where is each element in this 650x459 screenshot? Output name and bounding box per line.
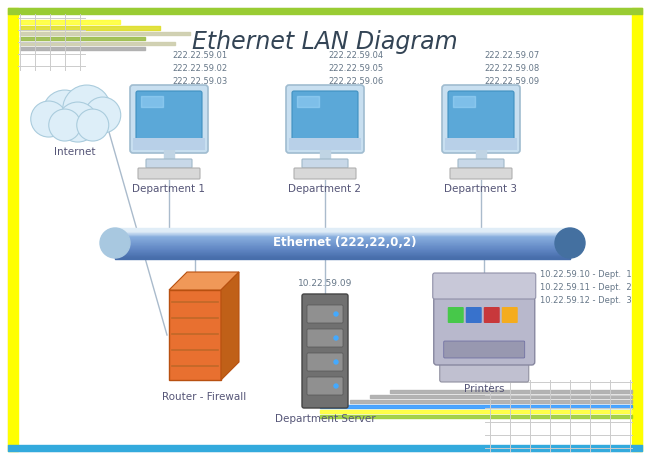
FancyBboxPatch shape (138, 168, 200, 179)
FancyBboxPatch shape (133, 138, 205, 150)
FancyBboxPatch shape (294, 168, 356, 179)
Circle shape (334, 360, 338, 364)
FancyBboxPatch shape (450, 168, 512, 179)
Ellipse shape (555, 228, 585, 258)
FancyBboxPatch shape (307, 353, 343, 371)
FancyBboxPatch shape (302, 159, 348, 168)
FancyBboxPatch shape (130, 85, 208, 153)
FancyBboxPatch shape (146, 159, 192, 168)
Text: Ethernet (222,22,0,2): Ethernet (222,22,0,2) (273, 236, 417, 250)
Circle shape (77, 109, 109, 141)
FancyBboxPatch shape (289, 138, 361, 150)
FancyBboxPatch shape (502, 307, 518, 323)
FancyBboxPatch shape (433, 273, 536, 299)
Text: Department Server: Department Server (275, 414, 375, 424)
Text: 222.22.59.04
222.22.59.05
222.22.59.06: 222.22.59.04 222.22.59.05 222.22.59.06 (328, 50, 384, 86)
Circle shape (58, 102, 98, 142)
Polygon shape (221, 272, 239, 380)
Text: 10.22.59.09: 10.22.59.09 (298, 279, 352, 288)
FancyBboxPatch shape (434, 297, 535, 365)
Polygon shape (169, 272, 239, 290)
Circle shape (43, 90, 86, 134)
FancyBboxPatch shape (442, 85, 520, 153)
Circle shape (31, 101, 67, 137)
Circle shape (334, 312, 338, 316)
Text: Department 3: Department 3 (445, 184, 517, 194)
FancyBboxPatch shape (458, 159, 504, 168)
Circle shape (63, 85, 110, 133)
FancyBboxPatch shape (484, 307, 500, 323)
Text: Department 1: Department 1 (133, 184, 205, 194)
FancyBboxPatch shape (136, 91, 202, 140)
FancyBboxPatch shape (169, 290, 221, 380)
FancyBboxPatch shape (448, 307, 463, 323)
Text: Department 2: Department 2 (289, 184, 361, 194)
Circle shape (84, 97, 121, 133)
Circle shape (49, 109, 81, 141)
FancyBboxPatch shape (307, 377, 343, 395)
Text: Printers: Printers (464, 384, 504, 394)
Text: Ethernet LAN Diagram: Ethernet LAN Diagram (192, 30, 458, 54)
FancyBboxPatch shape (466, 307, 482, 323)
FancyBboxPatch shape (286, 85, 364, 153)
Text: 222.22.59.01
222.22.59.02
222.22.59.03: 222.22.59.01 222.22.59.02 222.22.59.03 (172, 50, 227, 86)
Text: 222.22.59.07
222.22.59.08
222.22.59.09: 222.22.59.07 222.22.59.08 222.22.59.09 (484, 50, 540, 86)
Text: Router - Firewall: Router - Firewall (162, 392, 246, 402)
FancyBboxPatch shape (448, 91, 514, 140)
FancyBboxPatch shape (445, 138, 517, 150)
FancyBboxPatch shape (440, 360, 528, 382)
Text: Internet: Internet (54, 147, 96, 157)
FancyBboxPatch shape (307, 329, 343, 347)
FancyBboxPatch shape (302, 294, 348, 408)
Ellipse shape (100, 228, 130, 258)
FancyBboxPatch shape (307, 305, 343, 323)
FancyBboxPatch shape (292, 91, 358, 140)
Circle shape (334, 336, 338, 340)
Circle shape (334, 384, 338, 388)
FancyBboxPatch shape (444, 341, 525, 358)
Text: 10.22.59.10 - Dept.  1
10.22.59.11 - Dept.  2
10.22.59.12 - Dept.  3: 10.22.59.10 - Dept. 1 10.22.59.11 - Dept… (540, 270, 632, 305)
